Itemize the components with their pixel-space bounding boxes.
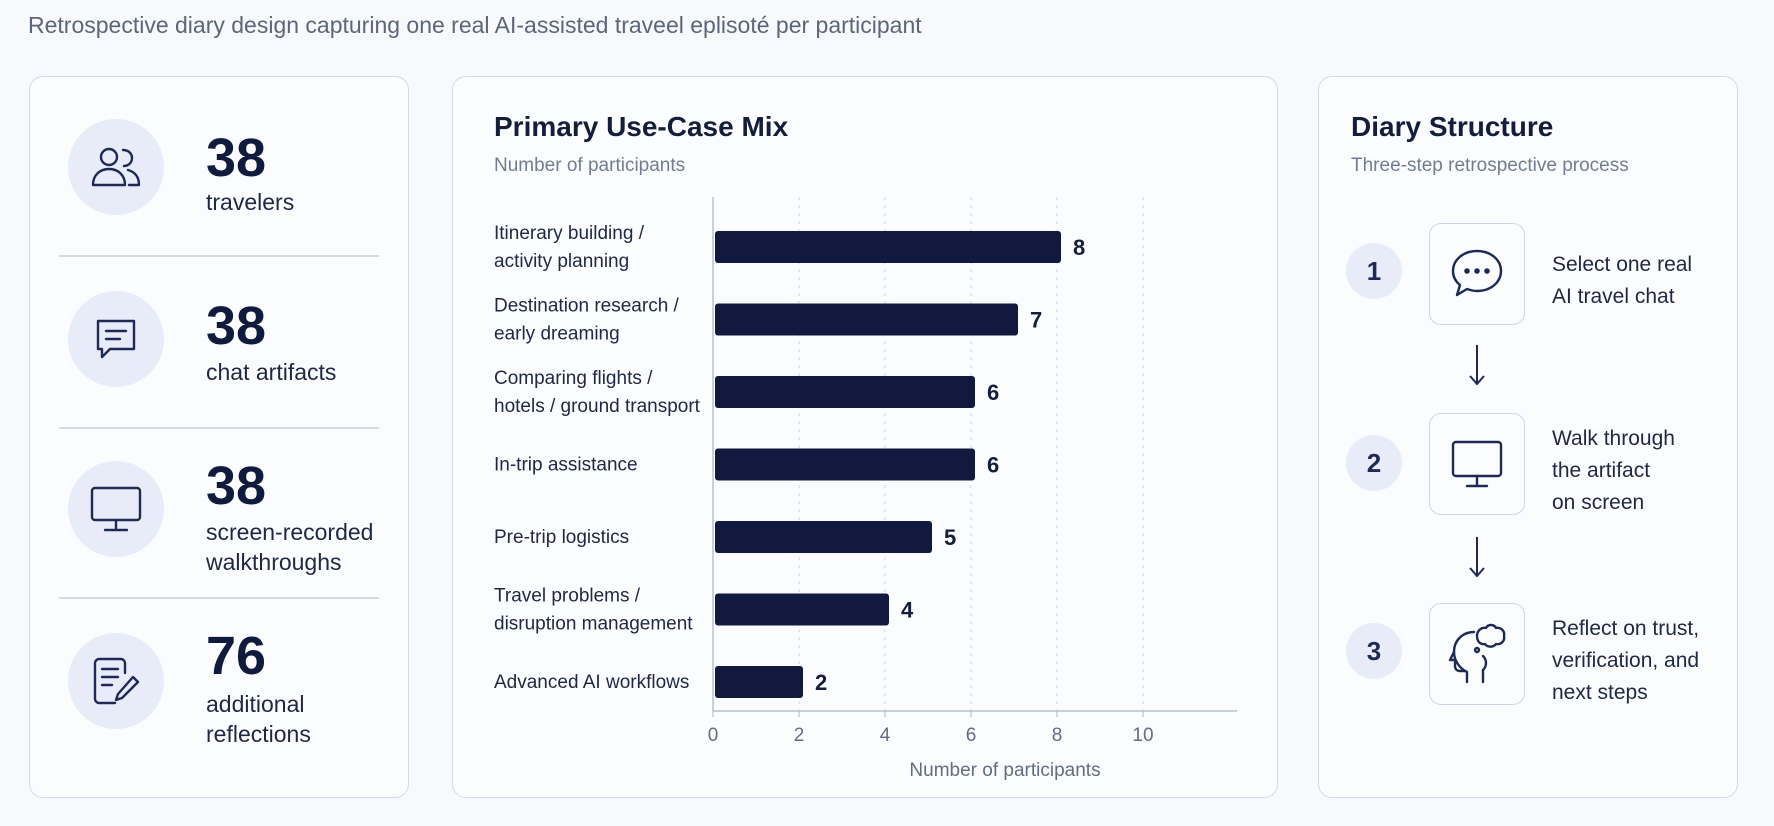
- stat-label: screen-recorded walkthroughs: [206, 517, 396, 577]
- bar-value-label: 5: [944, 525, 956, 550]
- arrow-down-icon: [1469, 537, 1485, 578]
- step-number: 2: [1346, 435, 1402, 491]
- stats-card: 38 travelers 38 chat artifacts 38 screen…: [29, 76, 409, 798]
- step-line: next steps: [1552, 681, 1648, 704]
- stat-label-text: screen-recorded walkthroughs: [206, 519, 374, 575]
- divider: [59, 255, 379, 257]
- step-number: 3: [1346, 623, 1402, 679]
- stat-label: chat artifacts: [206, 359, 337, 385]
- monitor-icon: [1429, 413, 1525, 515]
- x-tick-label: 2: [794, 725, 805, 746]
- bar: [715, 593, 889, 626]
- category-label: Comparing flights /: [494, 368, 653, 389]
- x-tick-label: 0: [708, 725, 719, 746]
- bar-value-label: 6: [987, 380, 999, 405]
- arrow-down-icon: [1469, 345, 1485, 386]
- step-line: verification, and: [1552, 649, 1700, 672]
- x-tick-label: 8: [1052, 725, 1063, 746]
- bar-value-label: 7: [1030, 308, 1042, 333]
- stat-label: additional reflections: [206, 689, 336, 749]
- step-line: Reflect on trust,: [1552, 617, 1700, 640]
- head-thought-icon: [1429, 603, 1525, 705]
- chat-icon: [68, 291, 164, 387]
- stat-number: 38: [206, 128, 267, 188]
- chart-subtitle: Number of participants: [494, 155, 686, 176]
- bar: [715, 303, 1018, 336]
- bar: [715, 376, 975, 408]
- category-label: disruption management: [494, 614, 693, 635]
- bar: [715, 231, 1061, 263]
- step-line: on screen: [1552, 491, 1645, 514]
- bar-value-label: 8: [1073, 235, 1085, 260]
- bar: [715, 666, 803, 698]
- step-line: Select one real: [1552, 253, 1693, 276]
- diary-subtitle: Three-step retrospective process: [1351, 155, 1629, 176]
- x-axis-label: Number of participants: [909, 760, 1100, 781]
- x-tick-label: 6: [966, 725, 977, 746]
- step-text: Walk through the artifact on screen: [1552, 423, 1727, 519]
- diary-title: Diary Structure: [1351, 111, 1554, 142]
- stat-number: 76: [206, 626, 267, 686]
- stat-label: travelers: [206, 189, 295, 215]
- bar: [715, 521, 932, 553]
- divider: [59, 597, 379, 599]
- monitor-icon: [68, 461, 164, 557]
- stat-label-text: additional reflections: [206, 691, 311, 747]
- category-label: early dreaming: [494, 324, 620, 345]
- category-label: Destination research /: [494, 296, 680, 317]
- stat-number: 38: [206, 456, 267, 516]
- category-label: activity planning: [494, 251, 629, 272]
- x-tick-label: 4: [880, 725, 891, 746]
- bar-value-label: 6: [987, 453, 999, 478]
- bar-value-label: 2: [815, 670, 827, 695]
- chart-card: Primary Use-Case Mix Number of participa…: [452, 76, 1278, 798]
- step-text: Reflect on trust, verification, and next…: [1552, 613, 1727, 709]
- category-label: Pre-trip logistics: [494, 527, 629, 548]
- bar-value-label: 4: [901, 598, 914, 623]
- edit-document-icon: [68, 633, 164, 729]
- chat-dots-icon: [1429, 223, 1525, 325]
- category-label: hotels / ground transport: [494, 396, 701, 417]
- step-line: Walk through: [1552, 427, 1675, 450]
- users-icon: [68, 119, 164, 215]
- category-label: In-trip assistance: [494, 455, 638, 476]
- step-text: Select one real AI travel chat: [1552, 249, 1727, 313]
- step-line: AI travel chat: [1552, 285, 1675, 308]
- divider: [59, 427, 379, 429]
- page-subtitle: Retrospective diary design capturing one…: [28, 12, 922, 38]
- x-tick-label: 10: [1132, 725, 1153, 746]
- chart-title: Primary Use-Case Mix: [494, 111, 789, 142]
- stat-number: 38: [206, 296, 267, 356]
- bar: [715, 448, 975, 481]
- category-label: Advanced AI workflows: [494, 672, 689, 693]
- category-label: Itinerary building /: [494, 223, 645, 244]
- diary-card: Diary Structure Three-step retrospective…: [1318, 76, 1738, 798]
- category-label: Travel problems /: [494, 586, 641, 607]
- bar-chart: 0 2 4 6 8 10 Number of participants 8 Itinerary …: [494, 197, 1237, 781]
- step-line: the artifact: [1552, 459, 1651, 482]
- step-number: 1: [1346, 243, 1402, 299]
